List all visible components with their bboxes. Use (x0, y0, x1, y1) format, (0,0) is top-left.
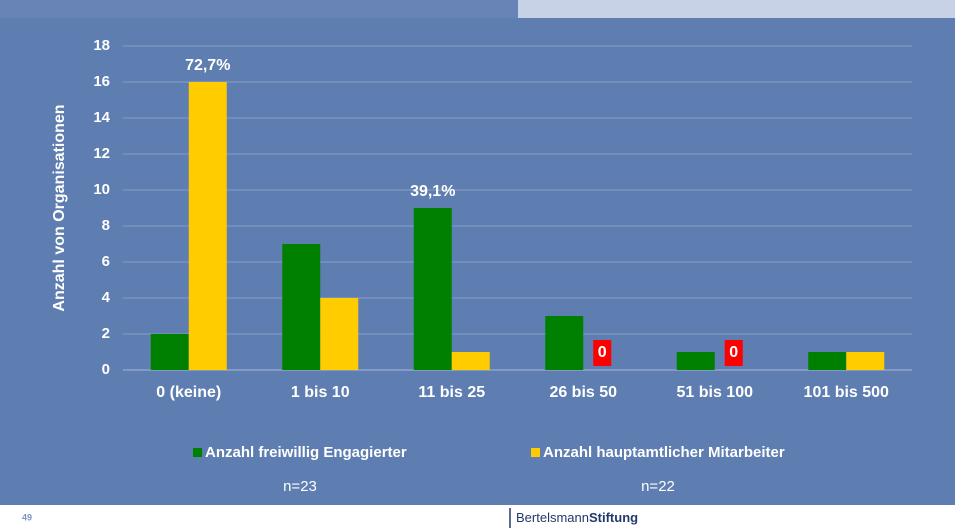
y-tick-label: 2 (102, 325, 110, 342)
bar (808, 352, 847, 370)
bar (846, 352, 885, 370)
y-tick-label: 8 (102, 217, 110, 234)
bar (676, 352, 715, 370)
y-tick-label: 18 (93, 37, 110, 54)
brand-part: Stiftung (589, 510, 638, 525)
y-tick-label: 6 (102, 253, 110, 270)
legend-swatch (531, 448, 540, 457)
sample-size: n=22 (641, 478, 675, 495)
bar (413, 208, 452, 370)
bar (451, 352, 490, 370)
y-tick-label: 4 (102, 289, 111, 306)
footer-brand: BertelsmannStiftung (516, 510, 638, 525)
x-tick-label: 11 bis 25 (418, 384, 485, 401)
bar (320, 298, 359, 370)
sample-size: n=23 (283, 478, 317, 495)
bar (282, 244, 321, 370)
page-number: 49 (22, 512, 32, 522)
y-axis-label: Anzahl von Organisationen (51, 104, 68, 311)
x-tick-label: 51 bis 100 (677, 384, 754, 401)
y-tick-label: 0 (102, 361, 110, 378)
y-tick-label: 16 (93, 73, 110, 90)
data-label: 0 (729, 344, 738, 361)
legend-label: Anzahl freiwillig Engagierter (205, 444, 407, 461)
y-tick-label: 14 (93, 109, 110, 126)
top-strip (518, 0, 955, 18)
y-tick-label: 12 (93, 145, 110, 162)
bar (150, 334, 189, 370)
x-tick-label: 101 bis 500 (804, 384, 890, 401)
legend-label: Anzahl hauptamtlicher Mitarbeiter (543, 444, 785, 461)
bar (545, 316, 584, 370)
annotation: 39,1% (410, 183, 455, 200)
zero-label-box (724, 340, 743, 366)
x-tick-label: 1 bis 10 (291, 384, 350, 401)
zero-label-box (593, 340, 612, 366)
panel (0, 0, 955, 505)
data-label: 0 (598, 344, 607, 361)
x-tick-label: 0 (keine) (156, 384, 221, 401)
x-tick-label: 26 bis 50 (549, 384, 617, 401)
brand-part: Bertelsmann (516, 510, 589, 525)
annotation: 72,7% (185, 57, 230, 74)
bar (188, 82, 227, 370)
legend-swatch (193, 448, 202, 457)
y-tick-label: 10 (93, 181, 110, 198)
top-strip (0, 0, 518, 18)
